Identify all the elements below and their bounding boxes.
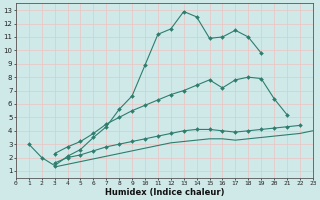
X-axis label: Humidex (Indice chaleur): Humidex (Indice chaleur) — [105, 188, 224, 197]
